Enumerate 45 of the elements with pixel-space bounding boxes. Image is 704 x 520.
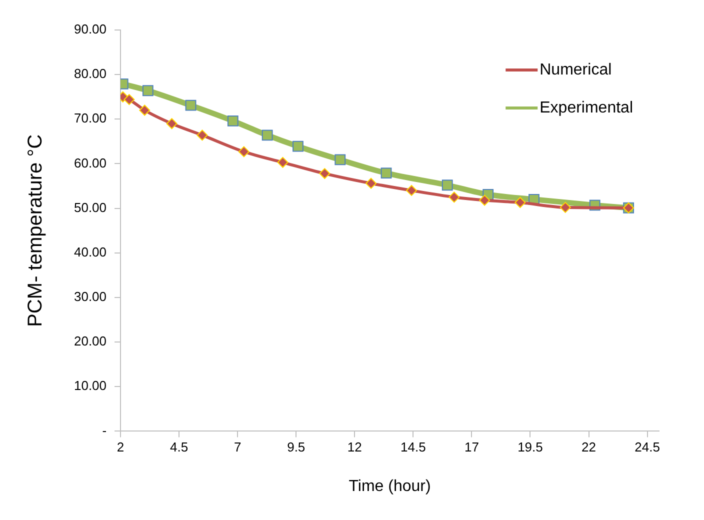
x-tick-label: 14.5 bbox=[400, 440, 426, 455]
x-tick-label: 19.5 bbox=[518, 440, 543, 455]
y-tick-label: - bbox=[102, 422, 107, 438]
point bbox=[185, 100, 196, 111]
point bbox=[124, 94, 135, 106]
point bbox=[560, 202, 571, 213]
y-tick-label: 30.00 bbox=[74, 289, 107, 304]
y-axis-title: PCM- temperature °C bbox=[24, 134, 47, 327]
x-tick-label: 12 bbox=[347, 440, 362, 455]
y-tick-label: 70.00 bbox=[74, 110, 107, 126]
legend-label: Experimental bbox=[540, 99, 633, 116]
point bbox=[196, 130, 208, 141]
x-tick-label: 22 bbox=[582, 440, 596, 455]
x-tick-label: 7 bbox=[234, 440, 242, 455]
y-tick-label: 20.00 bbox=[74, 334, 107, 349]
point bbox=[406, 184, 418, 196]
y-tick-label: 10.00 bbox=[74, 378, 107, 394]
x-tick-label: 17 bbox=[464, 440, 479, 455]
point bbox=[142, 85, 154, 96]
x-tick-label: 4.5 bbox=[170, 440, 188, 455]
x-tick-label: 24.5 bbox=[634, 440, 660, 455]
x-tick-label: 9.5 bbox=[287, 440, 306, 455]
point bbox=[319, 168, 330, 180]
point bbox=[366, 178, 377, 189]
point bbox=[262, 130, 273, 141]
x-tick-label: 2 bbox=[116, 440, 124, 455]
point bbox=[166, 118, 178, 130]
y-tick-label: 40.00 bbox=[74, 244, 107, 260]
point bbox=[139, 104, 150, 116]
point bbox=[479, 194, 490, 206]
legend-label: Numerical bbox=[540, 61, 612, 78]
point bbox=[292, 140, 304, 152]
point bbox=[442, 180, 453, 191]
point bbox=[334, 154, 346, 166]
point bbox=[227, 115, 238, 126]
x-axis-title: Time (hour) bbox=[348, 478, 431, 495]
y-tick-label: 60.00 bbox=[74, 155, 107, 170]
point bbox=[238, 146, 250, 158]
point bbox=[380, 168, 392, 179]
point bbox=[514, 197, 526, 208]
y-tick-label: 90.00 bbox=[74, 22, 107, 37]
y-tick-label: 50.00 bbox=[74, 200, 107, 215]
y-tick-label: 80.00 bbox=[74, 66, 107, 82]
point bbox=[448, 192, 460, 203]
point bbox=[277, 156, 288, 168]
